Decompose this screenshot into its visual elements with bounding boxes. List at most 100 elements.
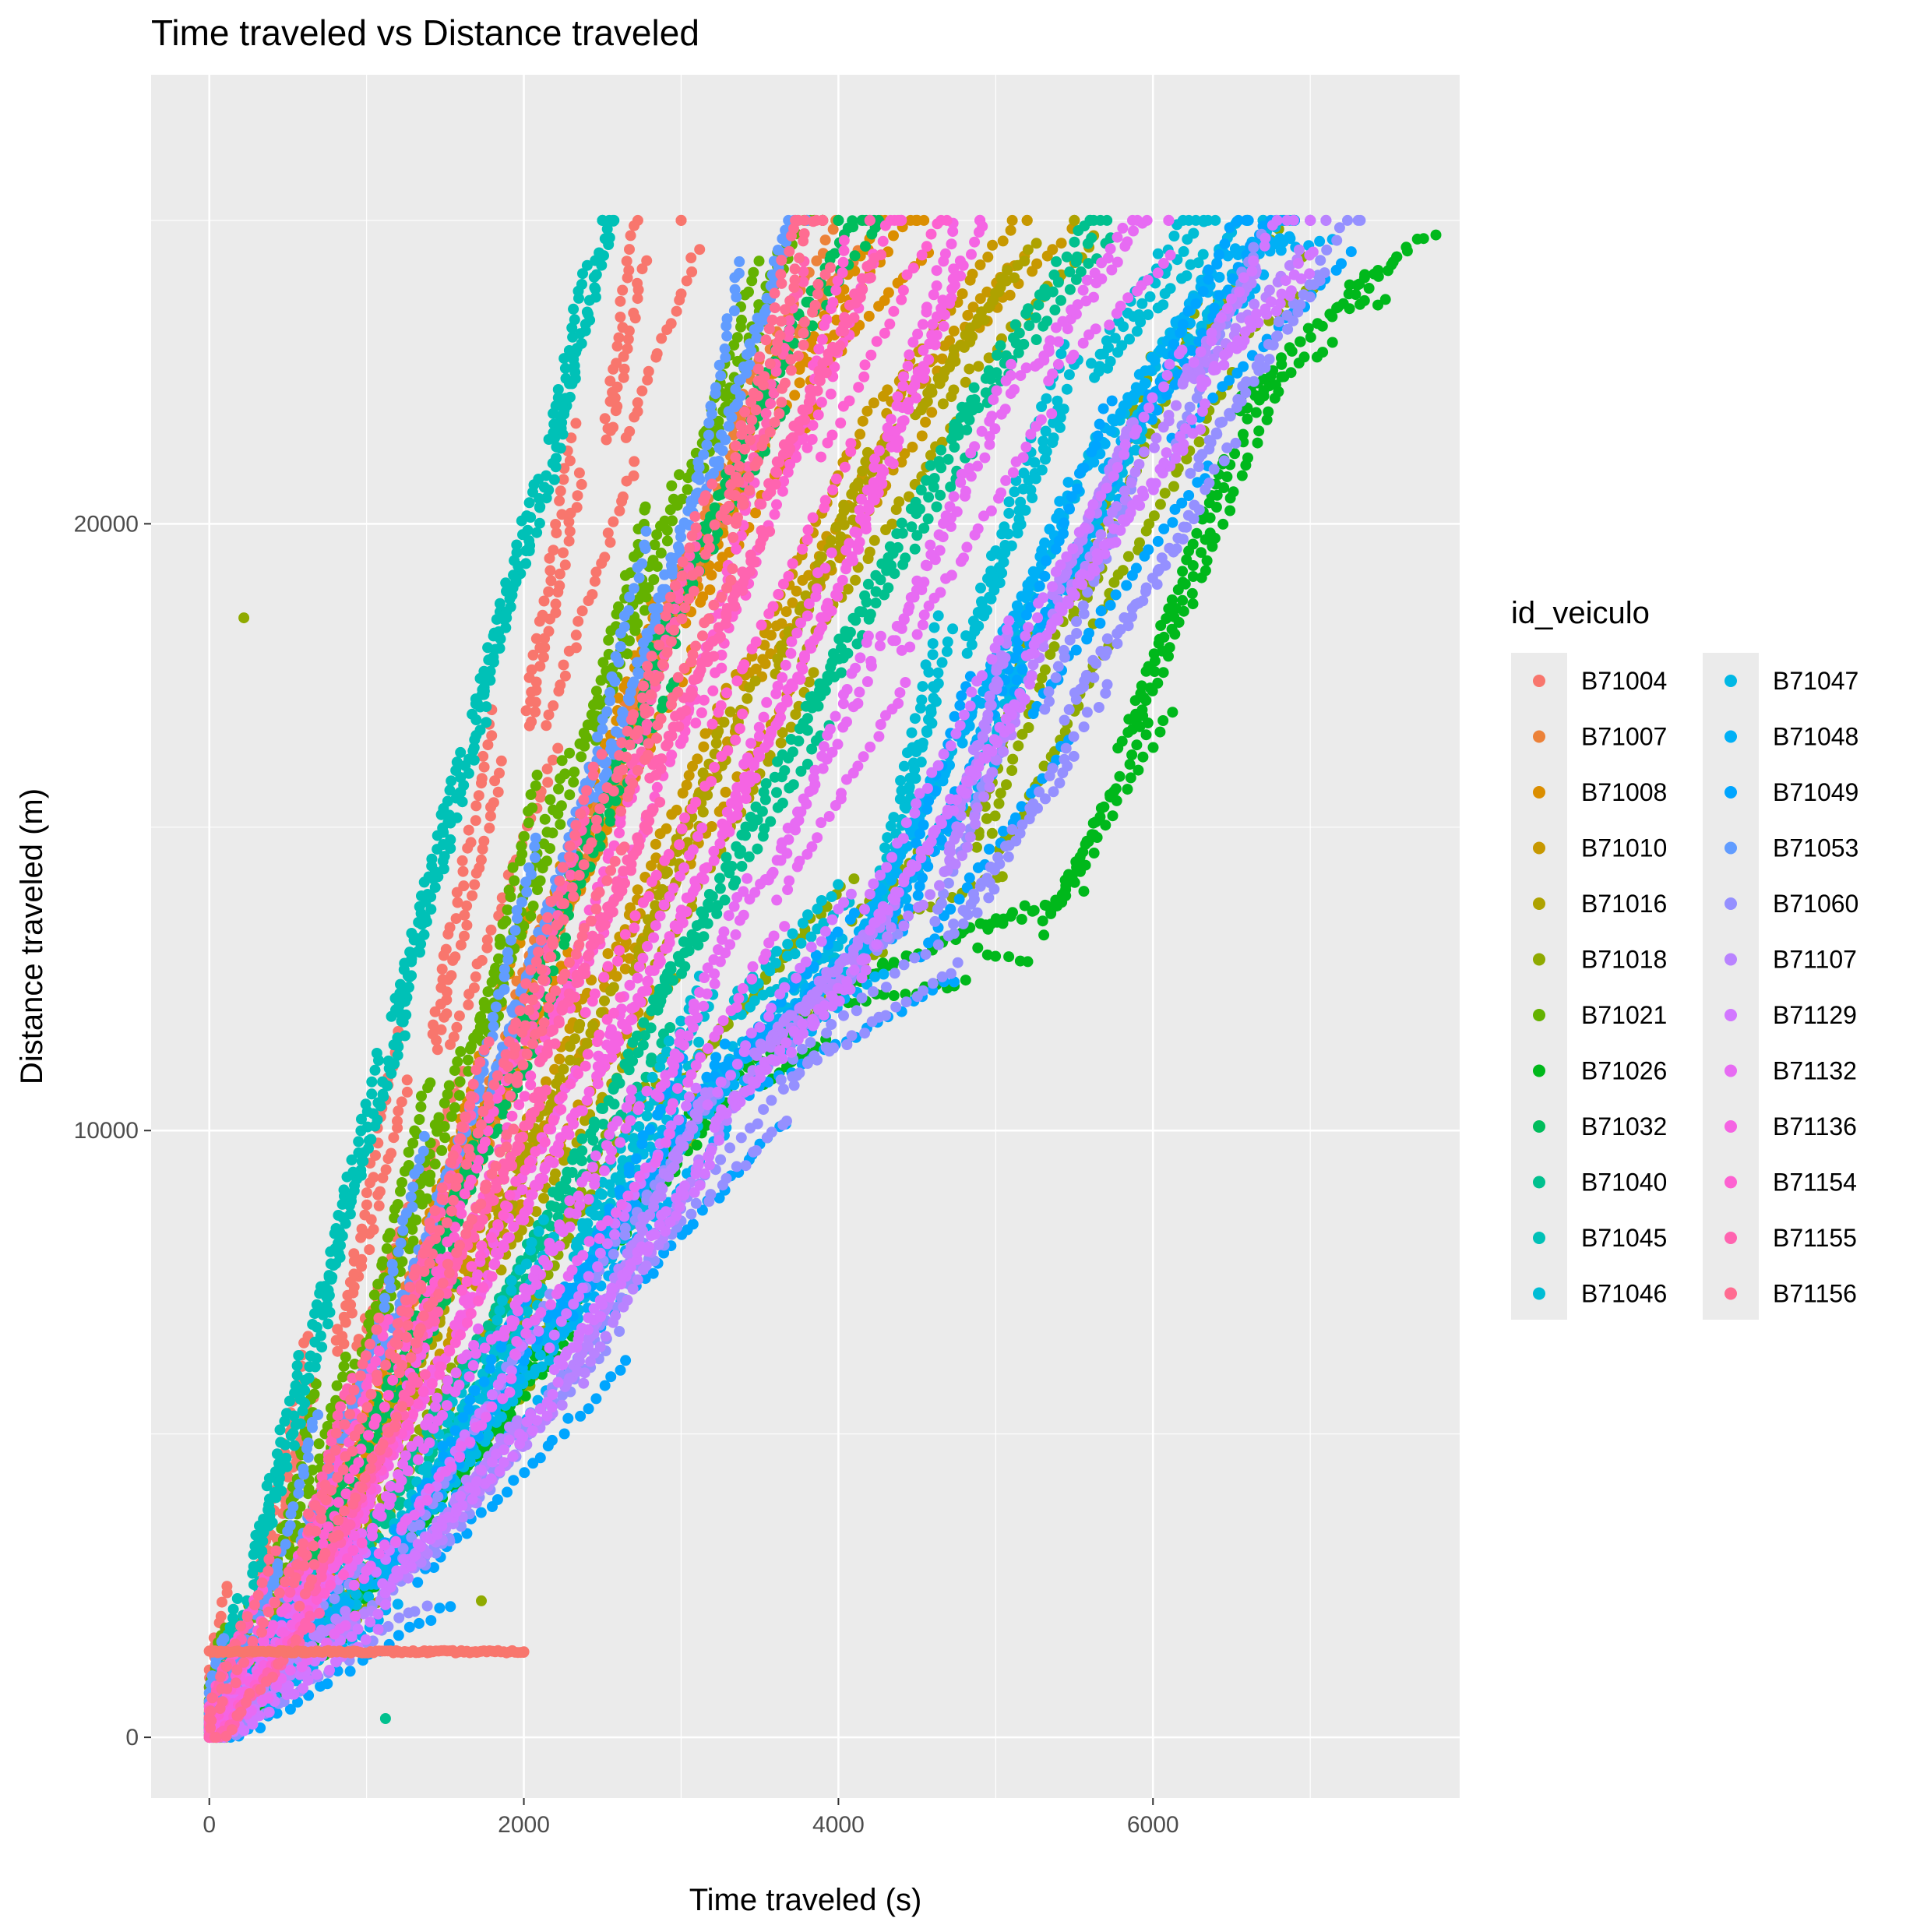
- data-point: [1242, 413, 1253, 425]
- data-point: [614, 505, 625, 516]
- data-point: [564, 455, 576, 467]
- data-point: [857, 606, 868, 618]
- data-point: [726, 861, 738, 872]
- data-point: [427, 1028, 439, 1040]
- data-point: [785, 721, 797, 733]
- data-point: [864, 546, 875, 558]
- data-point: [576, 605, 588, 617]
- data-point: [816, 551, 827, 562]
- data-point: [340, 1351, 351, 1363]
- data-point: [923, 492, 935, 503]
- data-point: [1286, 345, 1298, 357]
- data-point: [1186, 587, 1198, 599]
- data-point: [377, 1172, 389, 1183]
- data-point: [632, 397, 643, 408]
- data-point: [1095, 802, 1107, 814]
- data-point: [969, 394, 981, 405]
- data-point: [656, 333, 668, 344]
- data-point: [661, 535, 673, 547]
- data-point: [740, 830, 751, 841]
- data-point: [993, 286, 1005, 298]
- data-point: [753, 256, 765, 267]
- data-point: [756, 806, 768, 817]
- data-point: [685, 252, 697, 263]
- data-point: [801, 713, 813, 724]
- data-point: [996, 871, 1008, 883]
- data-point: [938, 372, 949, 383]
- data-point: [928, 473, 940, 484]
- data-point: [543, 626, 555, 637]
- data-point: [661, 823, 672, 834]
- data-point: [368, 1172, 379, 1183]
- data-point: [604, 537, 616, 548]
- data-point: [586, 719, 597, 731]
- data-point: [380, 1164, 392, 1176]
- data-point: [1229, 448, 1241, 460]
- data-point: [544, 565, 556, 576]
- data-point: [381, 1243, 393, 1254]
- data-point: [1143, 518, 1155, 530]
- data-point: [1369, 268, 1380, 280]
- data-point: [654, 998, 665, 1010]
- data-point: [1154, 499, 1166, 510]
- data-point: [1055, 238, 1067, 249]
- data-point: [469, 879, 481, 890]
- data-point: [530, 633, 542, 644]
- data-point: [587, 1020, 599, 1031]
- data-point: [435, 1024, 447, 1035]
- data-point: [1124, 759, 1136, 770]
- data-point: [848, 873, 860, 885]
- data-point: [1211, 489, 1223, 501]
- data-point: [520, 705, 532, 717]
- data-point: [787, 779, 799, 791]
- data-point: [597, 657, 609, 668]
- data-point: [971, 841, 982, 853]
- data-point: [1157, 667, 1169, 679]
- data-point: [702, 789, 713, 801]
- data-point: [492, 786, 504, 798]
- data-point: [1004, 289, 1016, 301]
- data-point: [1016, 914, 1027, 925]
- data-point: [493, 953, 504, 964]
- data-point: [765, 816, 777, 827]
- data-point: [1210, 502, 1222, 513]
- data-point: [1217, 518, 1229, 530]
- data-point: [836, 643, 847, 654]
- data-point: [393, 1105, 404, 1117]
- data-point: [608, 1098, 620, 1110]
- data-point: [703, 901, 714, 913]
- data-point: [500, 915, 512, 927]
- data-point: [844, 626, 856, 638]
- data-point: [475, 854, 487, 866]
- data-point: [742, 693, 753, 704]
- data-point: [655, 547, 667, 559]
- data-point: [988, 294, 999, 306]
- data-point: [440, 943, 452, 955]
- data-point: [340, 1300, 352, 1311]
- data-point: [1386, 259, 1397, 270]
- data-point: [364, 1244, 375, 1256]
- data-point: [937, 398, 949, 410]
- data-point: [590, 686, 602, 697]
- data-point: [607, 386, 618, 398]
- data-point: [503, 884, 515, 896]
- data-point: [728, 429, 739, 441]
- data-point: [892, 541, 904, 553]
- data-point: [338, 1360, 350, 1372]
- data-point: [555, 485, 566, 497]
- data-point: [459, 909, 470, 921]
- data-point: [573, 467, 585, 479]
- data-point: [649, 539, 661, 551]
- data-point: [992, 916, 1003, 928]
- data-point: [1030, 334, 1042, 345]
- data-point: [829, 248, 840, 259]
- data-point: [449, 1065, 460, 1077]
- data-point: [476, 773, 488, 784]
- data-point: [555, 819, 566, 830]
- data-point: [576, 1155, 587, 1167]
- data-point: [899, 448, 911, 460]
- data-point: [1204, 512, 1216, 524]
- data-point: [421, 1193, 433, 1204]
- data-point: [651, 561, 663, 573]
- data-point: [632, 884, 643, 896]
